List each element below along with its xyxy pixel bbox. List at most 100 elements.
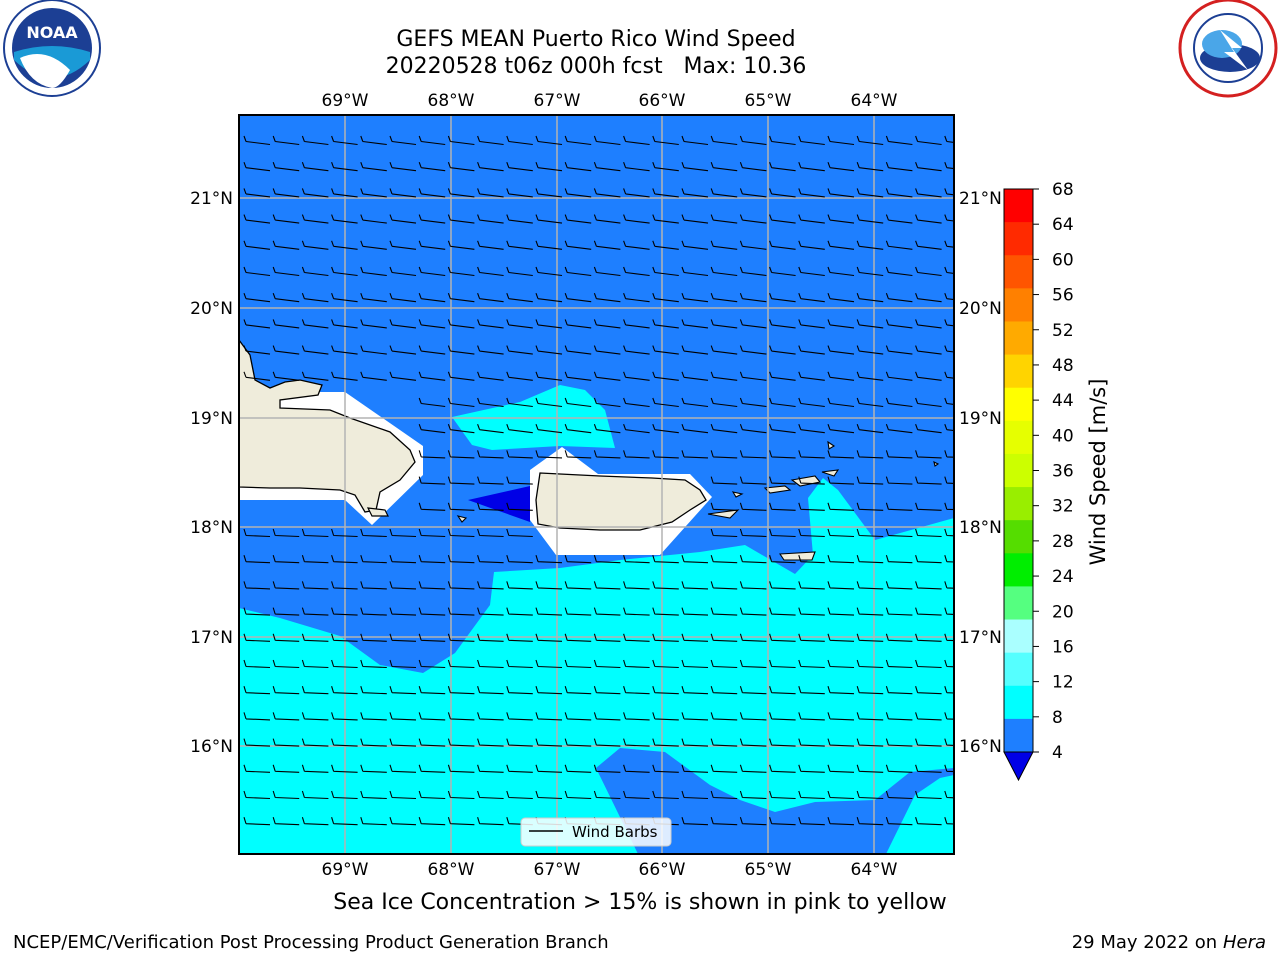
wind-barb	[681, 162, 709, 172]
wind-barb	[710, 686, 738, 695]
wind-barb	[418, 502, 446, 511]
wind-barb	[506, 581, 533, 590]
wind-barb	[652, 424, 679, 434]
wind-barb	[681, 371, 709, 381]
wind-barb	[827, 764, 855, 773]
wind-barb	[885, 738, 913, 747]
lon-labels: 69°W 68°W 67°W 66°W 65°W 64°W 69°W 68°W …	[322, 91, 898, 880]
wind-barb	[681, 214, 709, 224]
wind-barb	[623, 162, 650, 172]
wind-barb	[944, 607, 954, 615]
wind-barb	[418, 214, 446, 224]
colorbar-tick-label: 28	[1052, 532, 1074, 552]
wind-barb	[856, 476, 884, 485]
wind-barb	[915, 450, 942, 459]
wind-barb	[535, 738, 563, 747]
wind-barb	[769, 135, 796, 146]
wind-barb	[769, 659, 796, 669]
wind-barb	[331, 240, 358, 250]
wind-barb	[477, 633, 504, 642]
wind-barb	[915, 135, 942, 146]
wind-barb	[272, 371, 300, 381]
wind-barb	[593, 266, 621, 277]
colorbar-tick-label: 32	[1052, 497, 1074, 517]
wind-barb	[331, 633, 358, 642]
wind-barb	[389, 607, 417, 616]
wind-barb	[418, 371, 446, 381]
wind-barb	[710, 214, 738, 224]
wind-barb	[360, 266, 387, 277]
wind-barb	[564, 764, 592, 773]
wind-barb	[564, 319, 592, 329]
wind-barb	[564, 266, 592, 277]
wind-barb	[769, 397, 796, 408]
wind-barb	[389, 581, 417, 590]
wind-barb	[389, 188, 417, 198]
wind-barb	[418, 188, 446, 198]
wind-barb	[564, 240, 592, 250]
colorbar-tick-label: 44	[1052, 391, 1074, 411]
wind-barb	[827, 502, 855, 511]
wind-barb	[652, 293, 679, 303]
wind-barb	[564, 712, 592, 721]
wind-barb	[360, 607, 387, 616]
lon-label-top: 67°W	[534, 91, 581, 111]
colorbar-label: Wind Speed [m/s]	[1086, 379, 1110, 566]
wind-barb	[564, 790, 592, 800]
wind-barb	[301, 162, 329, 172]
wind-barb	[885, 293, 913, 303]
wind-barb	[418, 712, 446, 721]
lat-label-right: 21°N	[959, 189, 1002, 209]
wind-barb	[301, 686, 329, 695]
wind-barb	[827, 319, 855, 329]
wind-barb	[243, 555, 271, 564]
wind-barb	[681, 450, 709, 459]
wind-barb	[623, 424, 650, 434]
wind-barb	[535, 581, 563, 590]
wind-barb	[652, 450, 679, 459]
wind-barb	[272, 319, 300, 329]
wind-barb	[506, 555, 533, 564]
wind-barb	[944, 581, 954, 589]
wind-barb	[418, 659, 446, 669]
wind-barb	[652, 581, 679, 590]
lat-label-left: 16°N	[190, 737, 233, 757]
colorbar-segment	[1004, 354, 1033, 389]
wind-barb	[681, 135, 709, 146]
wind-barb	[593, 371, 621, 381]
wind-barb	[593, 450, 621, 459]
wind-barb	[535, 790, 563, 800]
wind-barb	[885, 555, 913, 564]
wind-barb	[535, 607, 563, 616]
wind-barb	[856, 712, 884, 721]
wind-barb	[564, 188, 592, 198]
wind-barb	[418, 633, 446, 642]
wind-barb	[535, 397, 563, 408]
lon-label-top: 64°W	[851, 91, 898, 111]
sea-ice-caption: Sea Ice Concentration > 15% is shown in …	[333, 890, 947, 915]
wind-barb	[856, 293, 884, 303]
colorbar-segment	[1004, 288, 1033, 322]
wind-barb	[652, 214, 679, 224]
wind-barb	[564, 293, 592, 303]
wind-barb	[769, 345, 796, 355]
wind-barb	[564, 450, 592, 459]
wind-barb	[681, 188, 709, 198]
wind-barb	[301, 764, 329, 773]
wind-barb	[301, 581, 329, 590]
wind-barb	[798, 476, 825, 485]
wind-barb	[739, 633, 767, 642]
wind-barb	[710, 502, 738, 511]
wind-barb	[652, 790, 679, 800]
wind-barb	[739, 319, 767, 329]
wind-barb	[827, 555, 855, 564]
wind-barb	[301, 607, 329, 616]
wind-barb	[885, 397, 913, 408]
wind-barb	[331, 162, 358, 172]
wind-barb	[739, 476, 767, 485]
colorbar-segment	[1004, 619, 1033, 654]
wind-barb	[535, 240, 563, 250]
wind-barb	[915, 162, 942, 172]
wind-barb	[564, 162, 592, 172]
wind-barb	[564, 581, 592, 590]
